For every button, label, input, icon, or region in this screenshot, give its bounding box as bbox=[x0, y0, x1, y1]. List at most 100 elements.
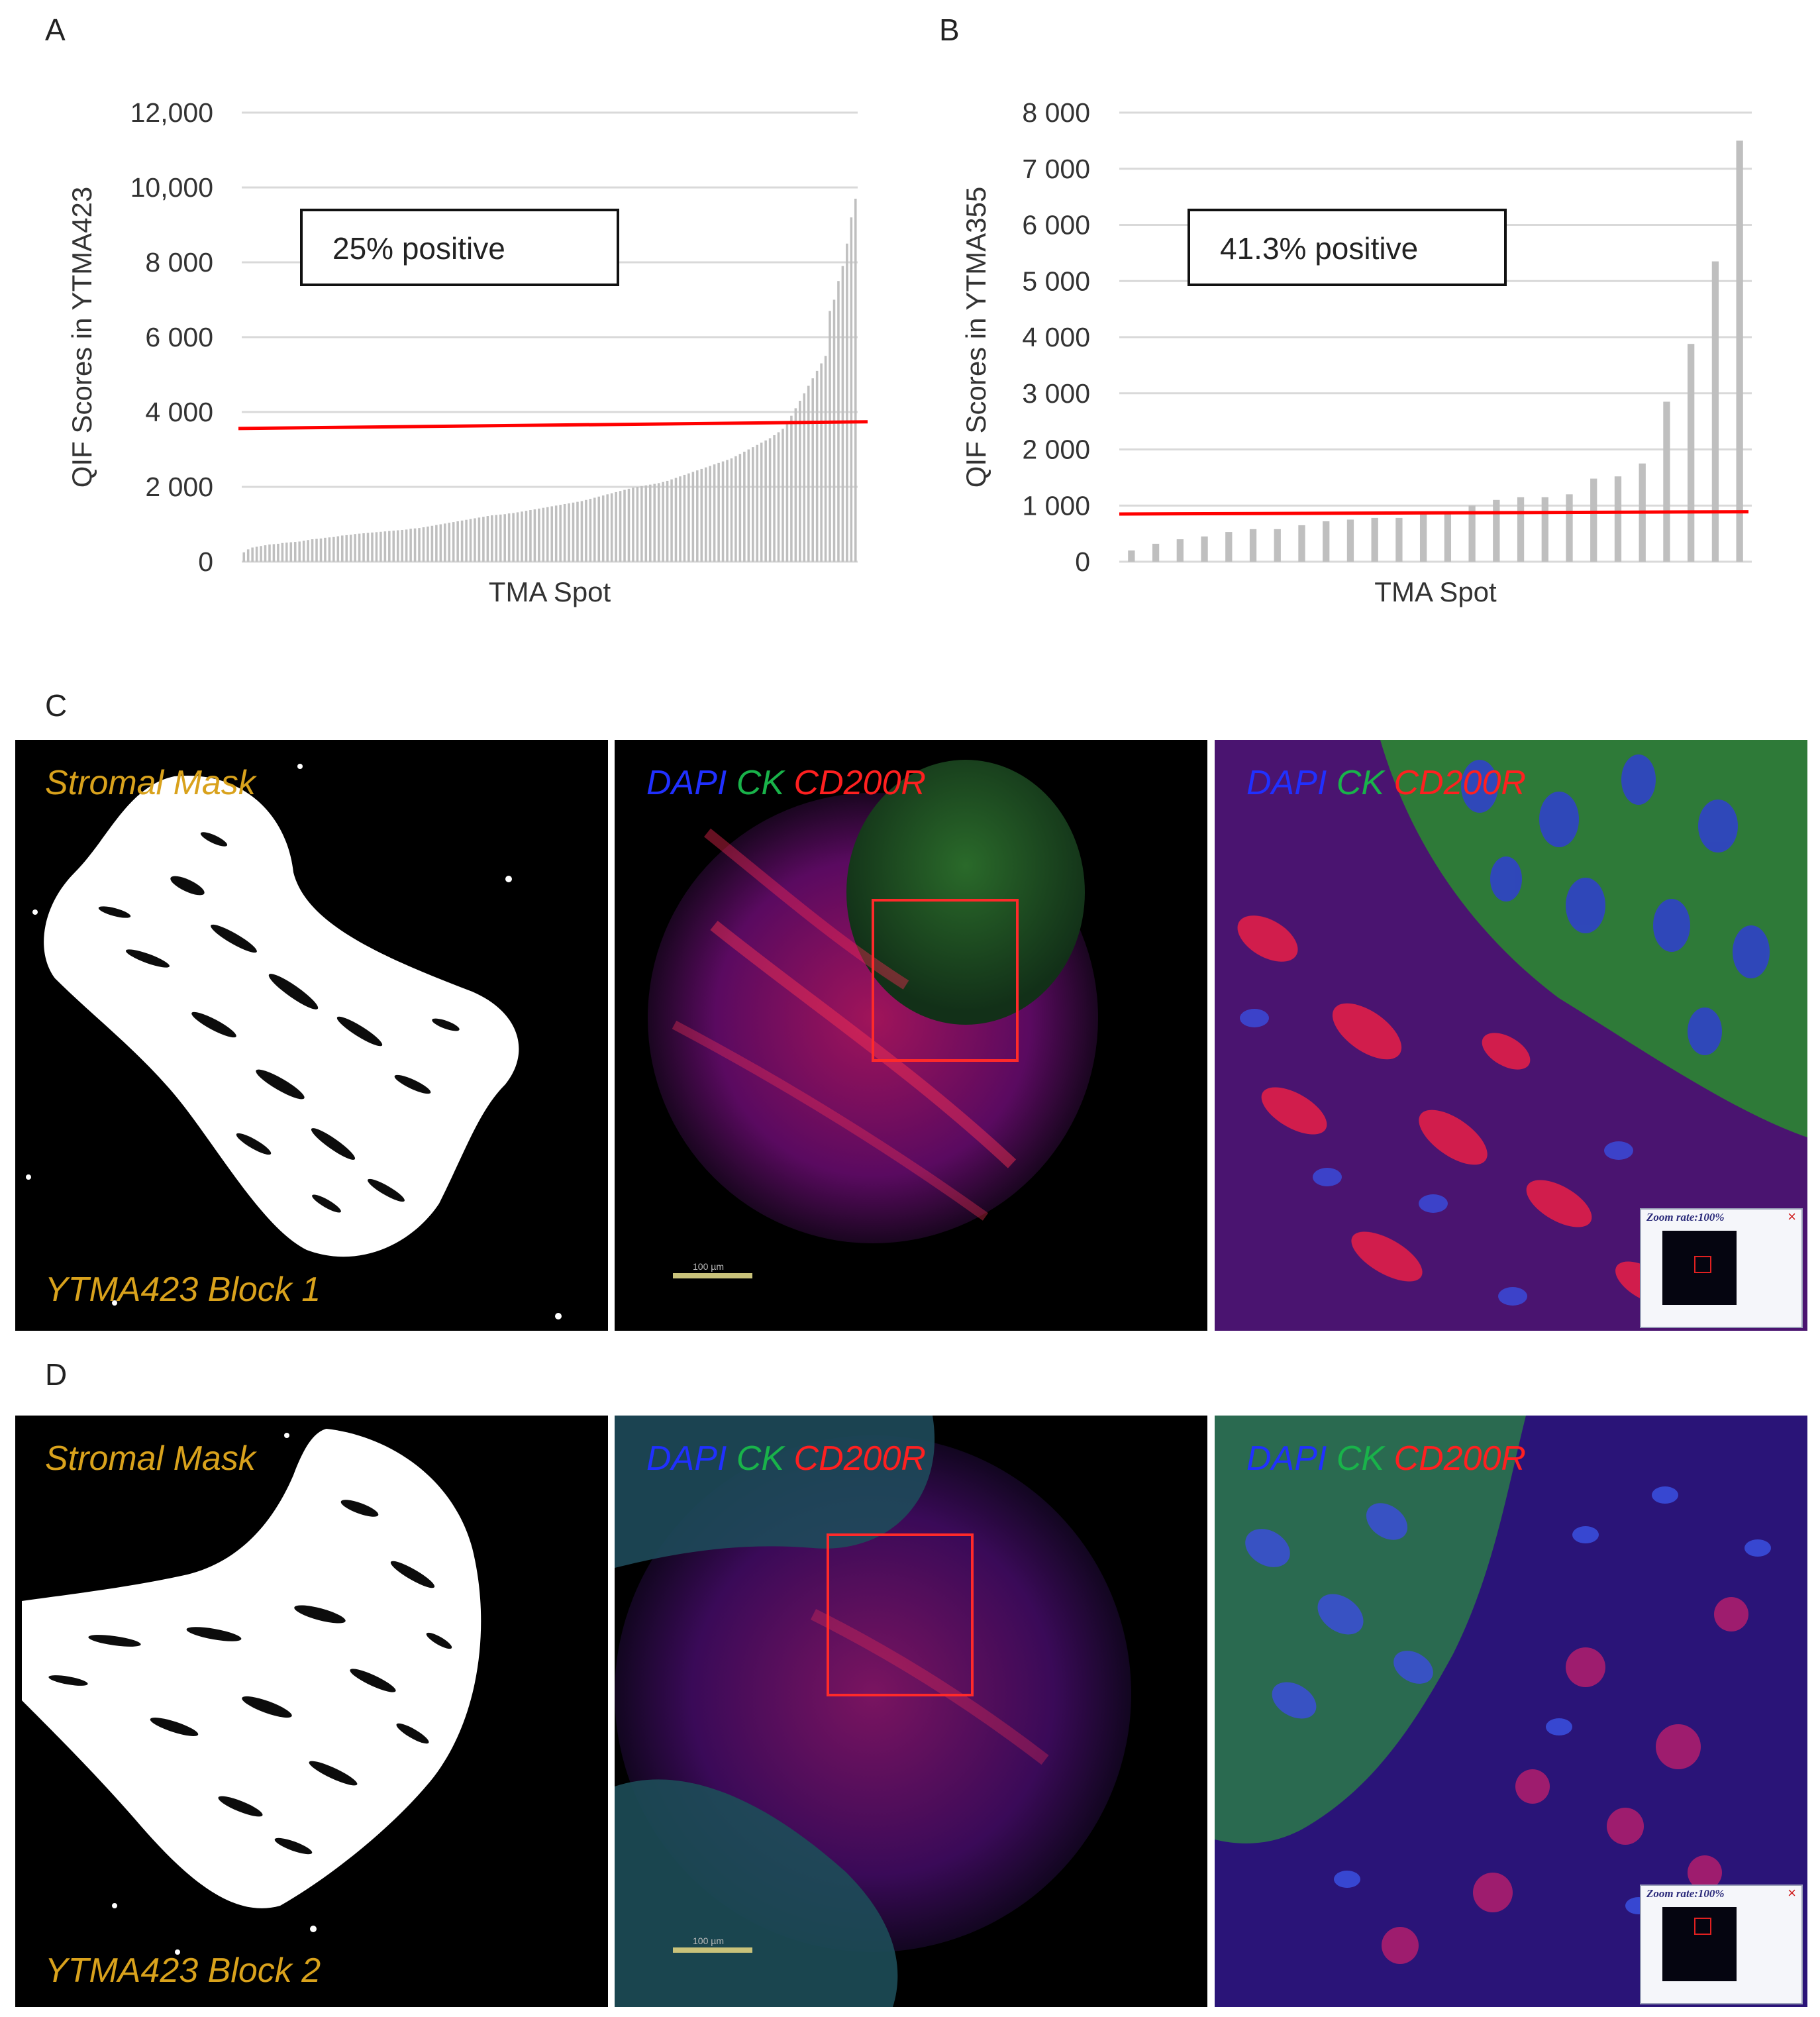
bar-charts: 0 2 000 4 000 6 000 8 000 10,000 12,000 25% pos… bbox=[66, 97, 1752, 607]
y-tick-label: 0 bbox=[1075, 546, 1090, 577]
bar bbox=[597, 496, 601, 562]
bar bbox=[491, 515, 493, 562]
bar bbox=[662, 482, 664, 562]
bar bbox=[627, 488, 631, 562]
bar bbox=[371, 532, 374, 562]
bar bbox=[554, 505, 558, 562]
panel-label-b: B bbox=[939, 13, 960, 47]
bar bbox=[277, 543, 279, 562]
close-icon[interactable]: × bbox=[1788, 1885, 1796, 1901]
bar bbox=[268, 544, 271, 562]
close-icon[interactable]: × bbox=[1788, 1208, 1796, 1225]
bar bbox=[833, 299, 836, 562]
y-tick-label: 4 000 bbox=[1022, 322, 1090, 352]
bar bbox=[824, 356, 827, 562]
bar bbox=[354, 534, 356, 562]
bar bbox=[366, 533, 370, 562]
bar bbox=[405, 529, 408, 562]
bar bbox=[272, 544, 276, 562]
bar bbox=[388, 531, 391, 562]
y-axis-title: QIF Scores in YTMA355 bbox=[960, 187, 991, 488]
bar bbox=[585, 499, 587, 562]
bar bbox=[790, 415, 793, 562]
bar bbox=[683, 474, 686, 562]
bar bbox=[709, 466, 711, 562]
stromal-mask-label: Stromal Mask bbox=[45, 1439, 256, 1478]
bar bbox=[1566, 494, 1573, 562]
bar bbox=[452, 522, 455, 562]
y-tick-label: 12,000 bbox=[130, 97, 213, 128]
bar bbox=[841, 266, 844, 562]
legend-ck: CK bbox=[736, 764, 785, 802]
fluorescence-graphic bbox=[615, 1416, 1131, 2007]
bar bbox=[606, 494, 609, 562]
bar bbox=[307, 540, 309, 562]
bar bbox=[495, 515, 498, 562]
zoom-thumbnail bbox=[1662, 1907, 1737, 1981]
legend-dapi: DAPI bbox=[1246, 764, 1327, 802]
bar bbox=[516, 512, 519, 562]
bar bbox=[340, 535, 344, 562]
bar bbox=[1176, 539, 1184, 562]
bar bbox=[418, 528, 421, 562]
channel-legend: DAPI CK CD200R bbox=[1246, 1439, 1526, 1478]
bar bbox=[465, 519, 468, 562]
annotation-text: 41.3% positive bbox=[1220, 231, 1418, 266]
bar bbox=[846, 243, 848, 562]
bar bbox=[854, 198, 857, 562]
bar bbox=[456, 521, 459, 562]
bar bbox=[785, 423, 789, 562]
scale-bar-label: 100 µm bbox=[693, 1261, 724, 1272]
channel-legend: DAPI CK CD200R bbox=[646, 763, 926, 803]
panel-label-d: D bbox=[45, 1357, 68, 1392]
bar bbox=[794, 408, 797, 562]
bar bbox=[328, 537, 331, 562]
bar bbox=[738, 454, 742, 562]
bar bbox=[1346, 519, 1354, 562]
stromal-mask-label: Stromal Mask bbox=[45, 764, 256, 802]
legend-cd200r: CD200R bbox=[793, 1439, 926, 1478]
bar bbox=[773, 435, 776, 562]
bar bbox=[674, 478, 678, 562]
y-tick-label: 2 000 bbox=[145, 472, 213, 502]
bar bbox=[559, 505, 562, 562]
y-tick-label: 8 000 bbox=[1022, 97, 1090, 128]
bar bbox=[289, 542, 293, 562]
bar bbox=[782, 429, 784, 562]
scale-bar-label: 100 µm bbox=[693, 1936, 724, 1946]
bar bbox=[615, 491, 617, 562]
bar bbox=[422, 527, 425, 562]
bar bbox=[734, 456, 737, 562]
bar bbox=[460, 520, 464, 562]
legend-cd200r: CD200R bbox=[1393, 764, 1526, 802]
bar bbox=[512, 513, 515, 562]
bar bbox=[623, 490, 626, 562]
bar bbox=[448, 523, 451, 562]
bar bbox=[1614, 476, 1622, 562]
bar bbox=[820, 363, 823, 562]
bar bbox=[401, 529, 403, 562]
bar bbox=[533, 509, 536, 562]
legend-ck: CK bbox=[1336, 764, 1385, 802]
y-tick-label: 4 000 bbox=[145, 397, 213, 427]
bar bbox=[1298, 525, 1305, 562]
bar bbox=[542, 507, 545, 562]
bar bbox=[246, 549, 250, 562]
bar bbox=[550, 506, 554, 562]
bar bbox=[799, 401, 801, 562]
bar bbox=[768, 438, 772, 562]
bar bbox=[439, 524, 442, 562]
y-tick-label: 10,000 bbox=[130, 172, 213, 203]
stromal-mask-image-d: Stromal Mask YTMA423 Block 2 bbox=[15, 1416, 608, 2007]
bar bbox=[525, 511, 528, 562]
bar bbox=[251, 547, 254, 562]
legend-cd200r: CD200R bbox=[1393, 1439, 1526, 1478]
zoomed-fluorescence-image-c: DAPI CK CD200R Zoom rate:100% × bbox=[1215, 740, 1807, 1331]
bar bbox=[1541, 497, 1548, 562]
bar bbox=[358, 533, 361, 562]
bar bbox=[379, 531, 382, 562]
bar bbox=[747, 449, 750, 562]
y-tick-label: 1 000 bbox=[1022, 490, 1090, 521]
bar bbox=[486, 516, 489, 562]
annotation-text: 25% positive bbox=[332, 231, 505, 266]
